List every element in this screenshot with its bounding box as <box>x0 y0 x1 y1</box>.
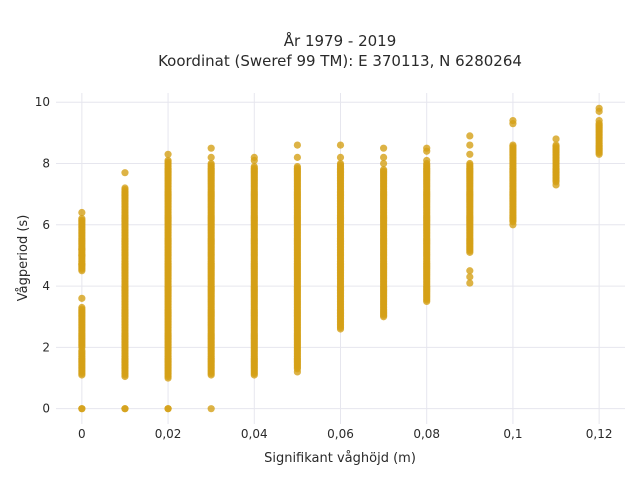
data-point <box>164 156 172 165</box>
y-tick-label: 0 <box>42 402 50 416</box>
data-point <box>466 132 474 140</box>
x-axis-title: Signifikant våghöjd (m) <box>264 451 416 466</box>
data-point <box>78 261 86 269</box>
data-point <box>78 245 86 253</box>
y-tick-label: 2 <box>42 340 50 354</box>
data-point <box>78 405 86 413</box>
data-point <box>250 162 258 171</box>
y-tick-label: 6 <box>42 218 50 232</box>
data-point <box>595 104 603 112</box>
data-point <box>423 144 431 152</box>
x-tick-label: 0,04 <box>241 427 268 441</box>
data-point <box>336 141 345 149</box>
x-tick-label: 0 <box>78 427 86 441</box>
x-tick-label: 0,02 <box>155 427 182 441</box>
data-point <box>423 156 431 165</box>
x-tick-label: 0,1 <box>503 427 522 441</box>
data-point <box>380 159 388 168</box>
data-point <box>509 141 517 149</box>
data-point <box>466 279 474 287</box>
x-tick-label: 0,06 <box>327 427 354 441</box>
y-tick-labels: 0 2 4 6 8 10 <box>35 95 50 415</box>
data-point <box>293 153 301 161</box>
data-point <box>121 184 129 192</box>
chart-subtitle: Koordinat (Sweref 99 TM): E 370113, N 62… <box>158 52 522 70</box>
data-point <box>164 150 172 158</box>
data-point <box>207 159 215 168</box>
data-point <box>466 141 474 149</box>
data-point <box>380 144 388 152</box>
data-point <box>121 405 129 413</box>
data-point <box>78 251 86 260</box>
data-point <box>207 405 215 413</box>
data-point <box>293 141 301 149</box>
data-point <box>293 368 301 376</box>
data-point <box>466 273 474 281</box>
x-tick-label: 0,12 <box>586 427 613 441</box>
x-tick-labels: 0 0,02 0,04 0,06 0,08 0,1 0,12 <box>78 427 612 441</box>
data-point <box>466 150 474 158</box>
data-point <box>164 405 172 413</box>
data-point <box>466 267 474 275</box>
data-point <box>552 141 560 149</box>
x-tick-label: 0,08 <box>413 427 440 441</box>
data-point <box>250 153 258 161</box>
data-point <box>78 208 86 217</box>
chart-title: År 1979 - 2019 <box>284 31 397 50</box>
data-point <box>78 294 86 302</box>
data-point <box>207 153 215 161</box>
y-axis-title: Vågperiod (s) <box>16 215 31 302</box>
data-point <box>509 221 517 229</box>
y-tick-label: 10 <box>35 95 50 109</box>
data-point <box>78 215 86 223</box>
data-point <box>336 153 345 161</box>
data-point <box>552 181 560 189</box>
data-point <box>336 159 345 168</box>
data-point <box>466 159 474 168</box>
y-tick-label: 4 <box>42 279 50 293</box>
data-point <box>293 162 301 171</box>
y-tick-label: 8 <box>42 156 50 170</box>
data-point <box>78 303 86 312</box>
data-point <box>380 153 388 161</box>
data-point <box>509 116 517 125</box>
data-points <box>78 104 603 413</box>
data-point <box>595 116 603 125</box>
data-point <box>121 169 129 177</box>
data-point <box>207 144 215 152</box>
data-point <box>380 166 388 174</box>
data-point <box>552 135 560 143</box>
